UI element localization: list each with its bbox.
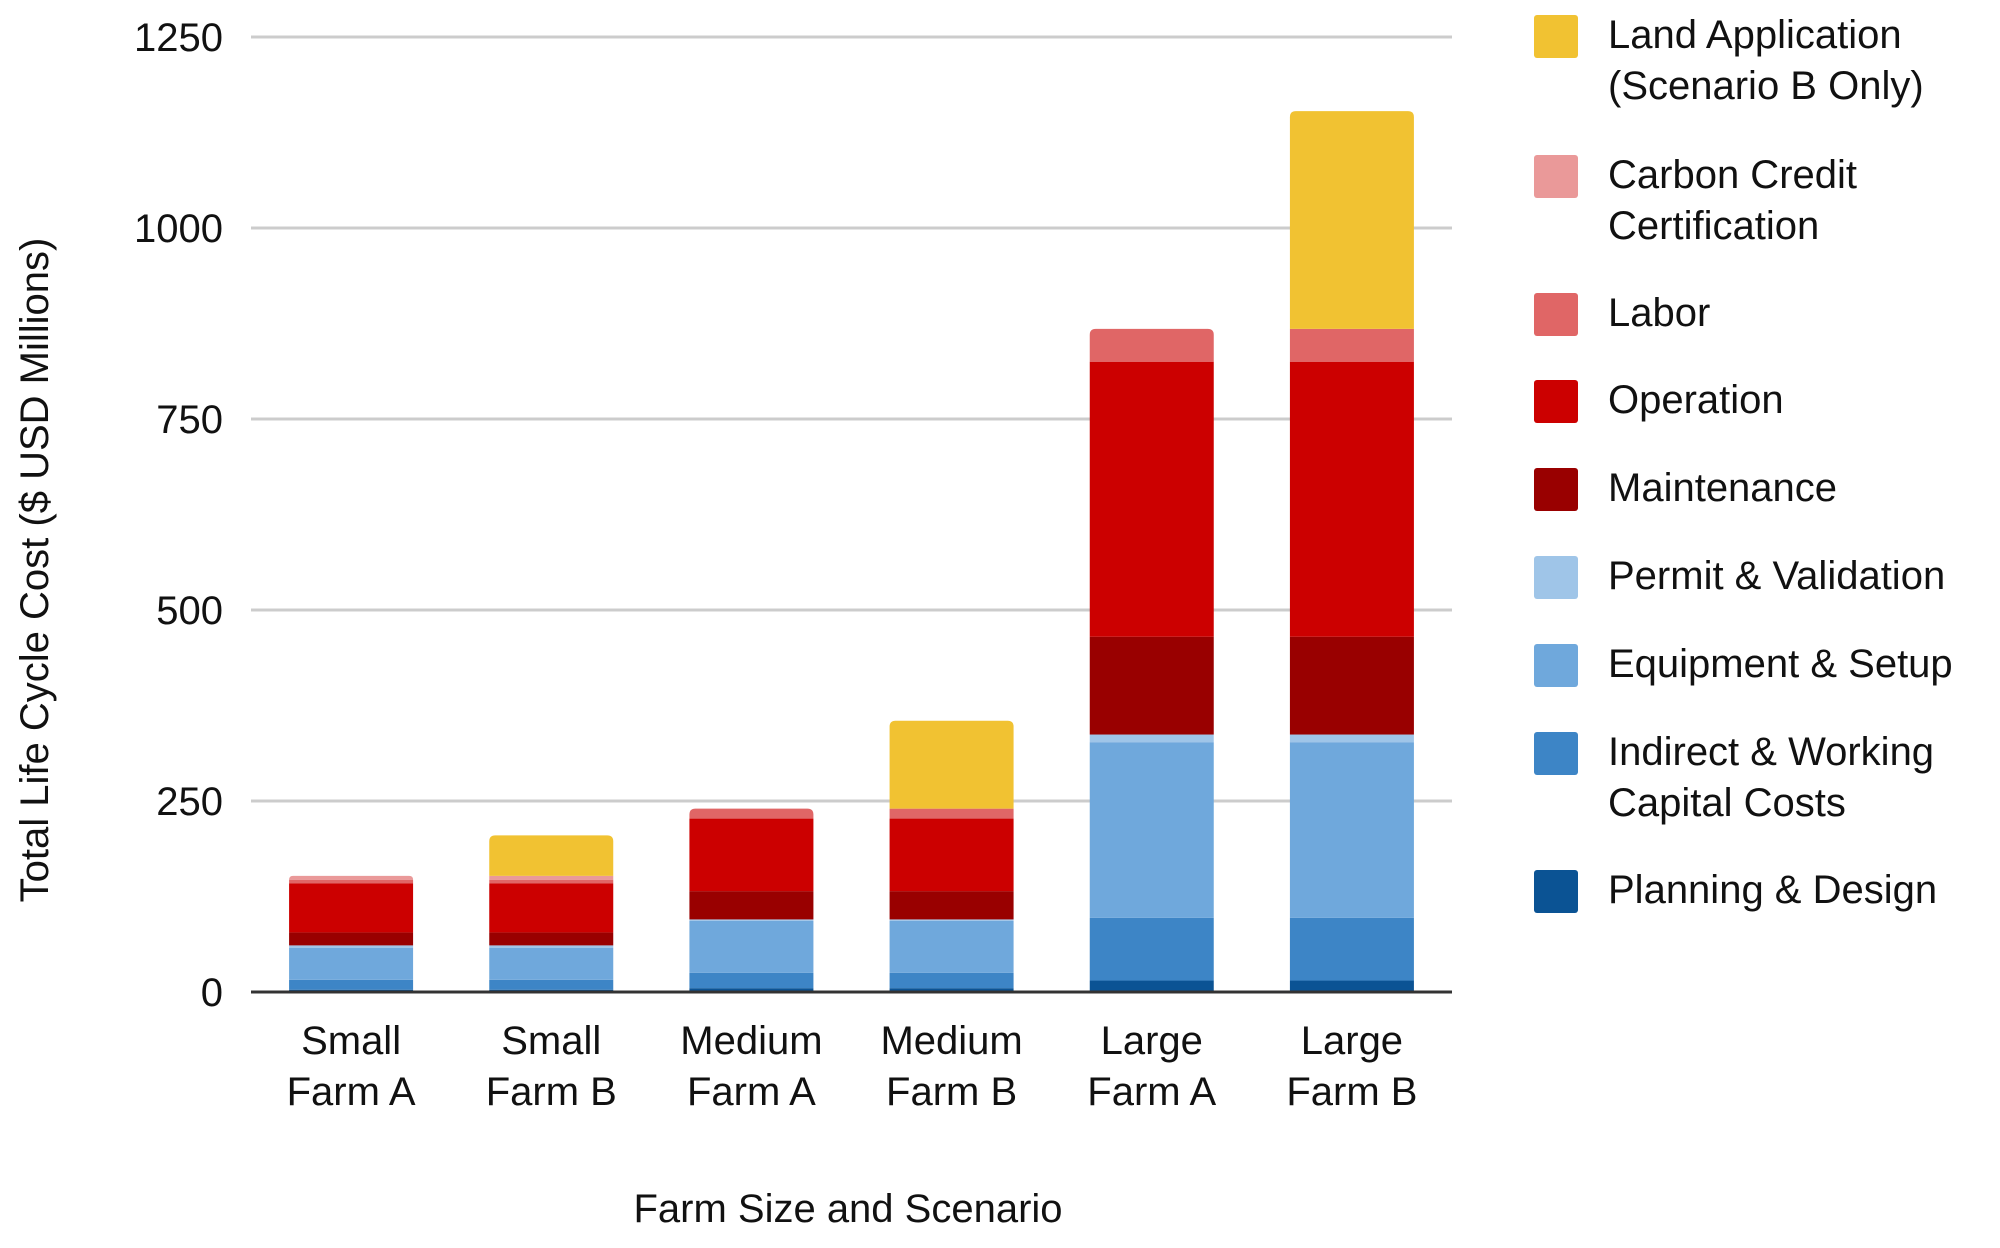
bar-segment-equipment-setup	[889, 920, 1014, 973]
bar-segment-labor	[689, 808, 814, 819]
legend-swatch	[1534, 468, 1578, 511]
bar-segment-indirect-working-capital-costs	[1289, 917, 1414, 981]
legend-swatch	[1534, 732, 1578, 775]
bar-segment-indirect-working-capital-costs	[289, 979, 414, 990]
legend-label: Land Application (Scenario B Only)	[1608, 13, 1924, 108]
bar-segment-planning-design	[889, 988, 1014, 992]
legend-item: Operation	[1534, 378, 1784, 426]
bar-segment-indirect-working-capital-costs	[889, 972, 1014, 989]
bar-segment-maintenance	[889, 891, 1014, 920]
y-axis-ticks: 0 250 500 750 1000 1250	[134, 16, 223, 1015]
bar-segment-equipment-setup	[1089, 742, 1214, 918]
legend-label: Operation	[1608, 378, 1784, 422]
bar-segment-maintenance	[689, 891, 814, 920]
legend-item: Labor	[1534, 291, 1710, 339]
bar-segment-planning-design	[689, 988, 814, 992]
x-axis-category-labels: Small Farm A Small Farm B Medium Farm A Medium…	[287, 1019, 1418, 1114]
bar-segment-permit-validation	[289, 945, 414, 948]
x-axis-title: Farm Size and Scenario	[633, 1187, 1062, 1231]
legend-swatch	[1534, 380, 1578, 423]
x-category-label: Small Farm A	[287, 1019, 416, 1114]
bar-segment-carbon-credit-certification	[489, 875, 614, 880]
x-category-label: Large Farm B	[1286, 1019, 1417, 1114]
bar-stack	[1089, 328, 1214, 992]
bar-stack	[489, 835, 614, 992]
bars	[289, 111, 1414, 992]
legend-swatch	[1534, 15, 1578, 58]
bar-segment-maintenance	[1089, 636, 1214, 735]
bar-stack	[289, 875, 414, 992]
legend-swatch	[1534, 155, 1578, 198]
bar-segment-indirect-working-capital-costs	[489, 979, 614, 990]
bar-segment-equipment-setup	[489, 947, 614, 980]
legend-swatch	[1534, 870, 1578, 913]
y-axis-title: Total Life Cycle Cost ($ USD Millions)	[13, 238, 57, 903]
bar-segment-operation	[1089, 361, 1214, 637]
bar-segment-equipment-setup	[289, 947, 414, 980]
bar-segment-permit-validation	[1289, 734, 1414, 743]
x-category-label: Medium Farm B	[880, 1019, 1022, 1114]
bar-segment-labor	[489, 879, 614, 884]
bar-segment-equipment-setup	[1289, 742, 1414, 918]
bar-segment-maintenance	[1289, 636, 1414, 735]
bar-segment-permit-validation	[889, 919, 1014, 921]
y-tick-label: 1000	[134, 207, 223, 251]
legend-item: Carbon Credit Certification	[1534, 153, 1857, 252]
legend-item: Equipment & Setup	[1534, 642, 1953, 690]
legend-item: Permit & Validation	[1534, 554, 1945, 602]
bar-segment-indirect-working-capital-costs	[689, 972, 814, 989]
y-tick-label: 0	[201, 971, 223, 1015]
y-tick-label: 500	[156, 589, 223, 633]
legend-swatch	[1534, 293, 1578, 336]
legend-label: Permit & Validation	[1608, 554, 1946, 598]
bar-segment-indirect-working-capital-costs	[1089, 917, 1214, 981]
y-tick-label: 1250	[134, 16, 223, 60]
bar-stack	[1289, 111, 1414, 992]
bar-segment-equipment-setup	[689, 920, 814, 973]
y-tick-label: 250	[156, 780, 223, 824]
legend-swatch	[1534, 644, 1578, 687]
y-tick-label: 750	[156, 398, 223, 442]
legend-label: Labor	[1608, 291, 1711, 335]
x-category-label: Small Farm B	[486, 1019, 617, 1114]
bar-segment-land-application-scenario-b-only	[489, 835, 614, 876]
legend-label: Planning & Design	[1608, 868, 1938, 912]
legend-item: Land Application (Scenario B Only)	[1534, 13, 1924, 112]
bar-segment-planning-design	[1289, 980, 1414, 992]
bar-segment-planning-design	[1089, 980, 1214, 992]
legend-label: Equipment & Setup	[1608, 642, 1953, 686]
bar-segment-maintenance	[489, 932, 614, 946]
legend-swatch	[1534, 556, 1578, 599]
bar-segment-operation	[889, 818, 1014, 892]
bar-segment-maintenance	[289, 932, 414, 946]
bar-segment-labor	[1289, 328, 1414, 362]
bar-stack	[689, 808, 814, 992]
bar-segment-labor	[889, 808, 1014, 819]
bar-segment-operation	[1289, 361, 1414, 637]
bar-segment-labor	[1089, 328, 1214, 362]
bar-segment-permit-validation	[1089, 734, 1214, 743]
legend-label: Carbon Credit Certification	[1608, 153, 1858, 248]
bar-segment-operation	[289, 883, 414, 933]
bar-segment-land-application-scenario-b-only	[1289, 111, 1414, 329]
legend-item: Planning & Design	[1534, 868, 1937, 916]
bar-segment-labor	[289, 879, 414, 884]
bar-segment-land-application-scenario-b-only	[889, 720, 1014, 809]
legend-label: Maintenance	[1608, 466, 1838, 510]
legend-label: Indirect & Working Capital Costs	[1608, 730, 1935, 825]
legend-item: Maintenance	[1534, 466, 1837, 514]
gridlines	[251, 35, 1452, 803]
bar-segment-permit-validation	[689, 919, 814, 921]
x-category-label: Large Farm A	[1087, 1019, 1216, 1114]
legend-item: Indirect & Working Capital Costs	[1534, 730, 1934, 829]
bar-stack	[889, 720, 1014, 992]
x-category-label: Medium Farm A	[680, 1019, 822, 1114]
bar-segment-operation	[489, 883, 614, 933]
bar-segment-operation	[689, 818, 814, 892]
bar-segment-carbon-credit-certification	[289, 875, 414, 880]
bar-segment-permit-validation	[489, 945, 614, 948]
